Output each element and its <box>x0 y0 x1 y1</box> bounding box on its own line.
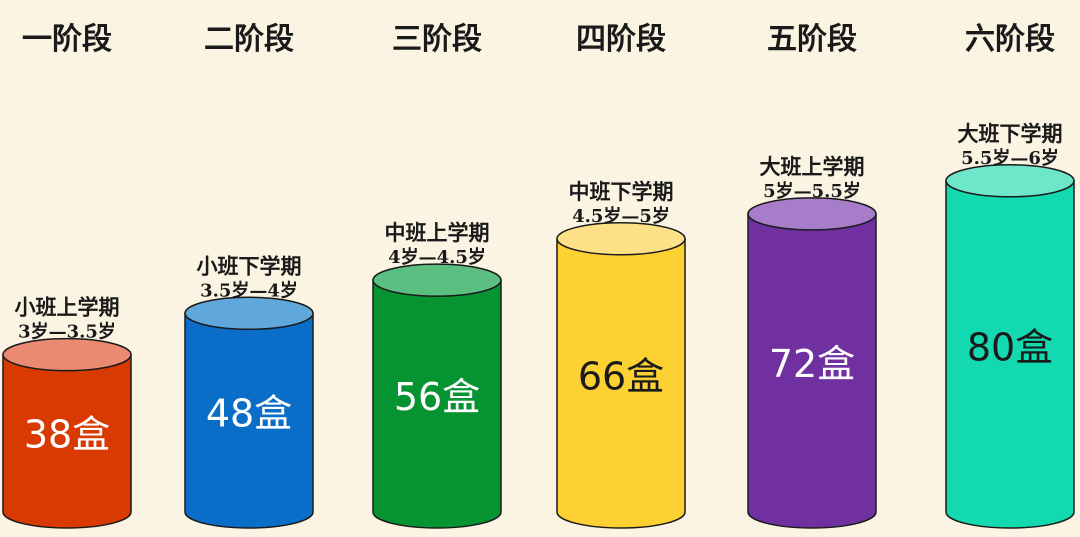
age-label: 4.5岁—5岁 <box>572 205 670 227</box>
cylinder-top <box>747 197 877 231</box>
semester-label: 小班下学期 <box>197 253 302 278</box>
cylinder-top <box>2 337 132 372</box>
stage-title: 五阶段 <box>767 22 857 57</box>
cylinder-top <box>372 263 502 297</box>
semester-label: 中班上学期 <box>385 220 490 245</box>
cylinder-body <box>2 353 132 529</box>
cylinder-top <box>184 296 314 331</box>
semester-label: 大班上学期 <box>760 154 865 179</box>
age-label: 3.5岁—4岁 <box>200 279 298 301</box>
stage-title: 六阶段 <box>965 22 1055 57</box>
cylinder-body <box>747 213 877 529</box>
semester-label: 小班上学期 <box>15 295 120 320</box>
stage-title: 三阶段 <box>392 22 482 57</box>
semester-label: 中班下学期 <box>569 179 674 204</box>
cylinder-top <box>945 164 1075 198</box>
value-label: 48盒 <box>206 392 292 436</box>
value-label: 38盒 <box>24 412 110 456</box>
cylinder-body <box>556 238 686 529</box>
value-label: 72盒 <box>769 342 855 386</box>
age-label: 5.5岁—6岁 <box>961 147 1059 169</box>
value-label: 80盒 <box>967 325 1053 369</box>
cylinder-body <box>372 279 502 529</box>
stage-title: 二阶段 <box>204 22 294 57</box>
cylinder-body <box>945 180 1075 529</box>
age-label: 4岁—4.5岁 <box>388 246 486 268</box>
stage-title: 四阶段 <box>576 22 666 57</box>
value-label: 66盒 <box>578 354 664 398</box>
stage-title: 一阶段 <box>22 22 112 57</box>
semester-label: 大班下学期 <box>958 121 1063 146</box>
age-label: 5岁—5.5岁 <box>763 180 861 202</box>
cylinder-body <box>184 312 314 529</box>
age-label: 3岁—3.5岁 <box>18 321 116 343</box>
cylinder-top <box>556 222 686 256</box>
value-label: 56盒 <box>394 375 480 419</box>
